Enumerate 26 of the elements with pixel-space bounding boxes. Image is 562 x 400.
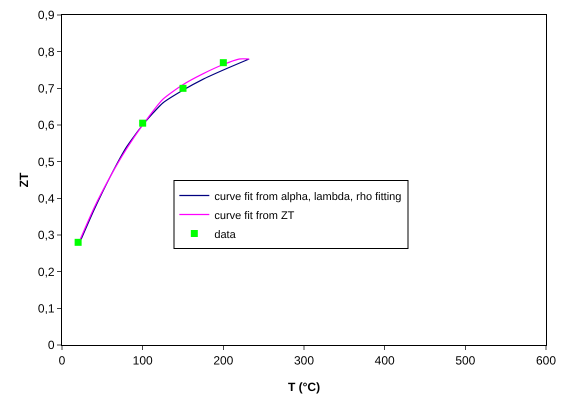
legend-label: data	[214, 228, 237, 241]
y-tick-label: 0,2	[38, 264, 55, 279]
x-tick-label: 0	[58, 353, 66, 368]
y-tick-label: 0,4	[38, 192, 55, 206]
y-tick-label: 0,1	[38, 302, 55, 316]
point	[74, 238, 82, 246]
x-tick-label: 200	[213, 353, 234, 368]
point	[139, 120, 146, 127]
y-tick-label: 0,5	[38, 154, 55, 169]
y-tick-label: 0,8	[38, 44, 55, 59]
legend-label: curve fit from ZT	[214, 210, 295, 222]
x-axis-title: T (°C)	[288, 380, 320, 394]
legend-label: curve fit from alpha, lambda, rho fitting	[214, 190, 402, 203]
y-axis-title: ZT	[17, 172, 31, 188]
point	[180, 84, 186, 92]
x-tick-label: 500	[455, 353, 476, 368]
x-tick-label: 300	[294, 353, 314, 368]
point	[220, 59, 227, 66]
x-tick-label: 100	[132, 353, 153, 368]
y-tick-label: 0,7	[38, 82, 55, 96]
y-tick-label: 0,3	[38, 228, 55, 242]
y-tick-label: 0,6	[38, 118, 55, 132]
y-tick-label: 0	[48, 338, 55, 352]
x-tick-label: 400	[374, 353, 395, 368]
x-tick-label: 600	[536, 353, 556, 368]
y-tick-label: 0,9	[38, 8, 55, 22]
